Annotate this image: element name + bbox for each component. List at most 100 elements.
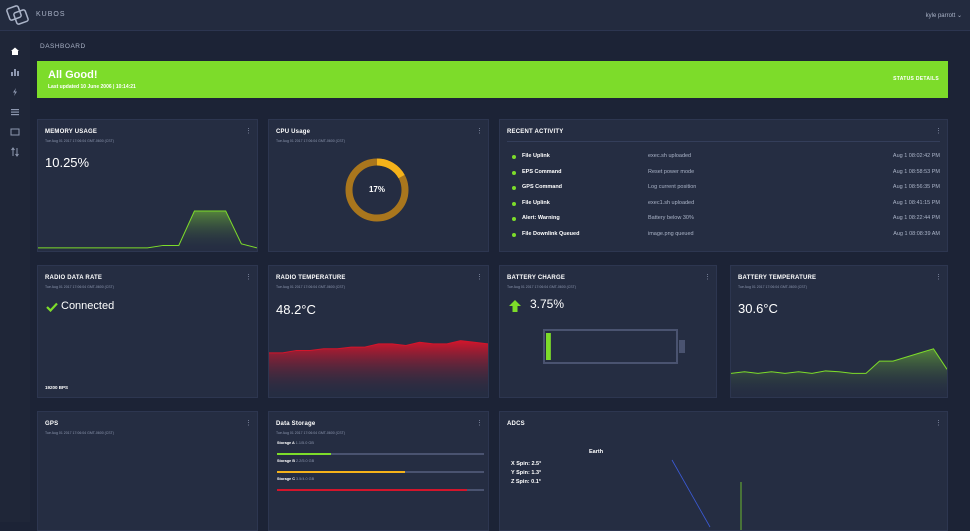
activity-type: File Downlink Queued [522, 230, 580, 237]
card-timestamp: Tue Aug 01 2017 17:06:04 GMT-0600 (CST) [45, 285, 114, 289]
radio-temperature-card: RADIO TEMPERATURE Tue Aug 01 2017 17:06:… [268, 265, 489, 398]
activity-type: Alert: Warning [522, 215, 560, 221]
activity-row[interactable]: File Uplink exec1.sh uploaded Aug 1 08:41:… [500, 197, 947, 212]
data-rate-value: 19200 BPS [45, 385, 69, 390]
attitude-plot [671, 459, 742, 530]
battery-temperature-value: 30.6°C [738, 301, 778, 316]
status-dot [512, 217, 516, 221]
card-timestamp: Tue Aug 01 2017 17:06:04 GMT-0600 (CST) [276, 431, 345, 435]
activity-type: File Uplink [522, 153, 550, 159]
storage-name: Storage A [277, 441, 295, 445]
card-title: Data Storage [276, 421, 316, 427]
activity-row[interactable]: File Downlink Queued image.png queued Aug … [500, 228, 947, 243]
storage-label: Storage C 3.5/4.0 GB [277, 477, 314, 481]
storage-bar-fill [277, 489, 468, 491]
card-timestamp: Tue Aug 01 2017 17:06:04 GMT-0600 (CST) [738, 285, 807, 289]
sparkline-line [38, 210, 257, 249]
activity-row[interactable]: EPS Command Reset power mode Aug 1 08:58:5… [500, 166, 947, 181]
storage-detail: 2.2/5.0 GB [296, 459, 315, 463]
activity-type: GPS Command [522, 184, 563, 190]
status-details-link[interactable]: STATUS DETAILS [893, 76, 939, 82]
radio-temperature-value: 48.2°C [276, 302, 316, 317]
activity-description: Log current position [648, 184, 697, 190]
bolt-icon[interactable] [10, 87, 20, 97]
battery-temperature-sparkline [731, 348, 947, 397]
card-timestamp: Tue Aug 01 2017 17:06:04 GMT-0600 (CST) [276, 139, 345, 143]
card-title: ADCS [507, 421, 525, 427]
storage-detail: 1.1/5.0 GB [295, 441, 314, 445]
terminal-icon[interactable] [10, 127, 20, 137]
banner-subtitle: Last updated 10 June 2006 | 10:14:21 [48, 84, 136, 90]
storage-name: Storage B [277, 459, 295, 463]
activity-time: Aug 1 08:56:35 PM [892, 184, 940, 190]
activity-row[interactable]: Alert: Warning Battery below 30% Aug 1 08:… [500, 212, 947, 227]
more-options-icon[interactable]: ⋮ [245, 128, 252, 135]
card-title: RADIO DATA RATE [45, 275, 103, 281]
kubos-logo[interactable] [6, 4, 30, 26]
radio-data-rate-card: RADIO DATA RATE Tue Aug 01 2017 17:06:04… [37, 265, 258, 398]
activity-time: Aug 1 08:41:15 PM [892, 199, 940, 206]
status-banner: All Good! Last updated 10 June 2006 | 10… [37, 61, 948, 98]
card-title: GPS [45, 421, 59, 427]
activity-row[interactable]: File Uplink exec.sh uploaded Aug 1 08:02:4… [500, 150, 947, 165]
storage-label: Storage B 2.2/5.0 GB [277, 459, 314, 463]
activity-description: Reset power mode [648, 168, 695, 175]
cpu-donut [345, 158, 409, 222]
user-menu[interactable]: kyle parrott ⌄ [925, 13, 962, 19]
arrow-up-icon [509, 300, 521, 312]
earth-label: Earth [589, 449, 604, 455]
memory-sparkline [38, 210, 257, 251]
home-icon[interactable] [10, 46, 20, 56]
storage-bar-track [277, 489, 484, 491]
storage-bar-fill [277, 471, 406, 473]
activity-row[interactable]: GPS Command Log current position Aug 1 08:… [500, 181, 947, 196]
activity-time: Aug 1 08:02:42 PM [892, 153, 940, 159]
activity-time: Aug 1 08:58:53 PM [892, 168, 940, 175]
divider [507, 141, 940, 142]
status-dot [512, 201, 516, 206]
card-timestamp: Tue Aug 01 2017 17:06:04 GMT-0600 (CST) [45, 431, 114, 435]
recent-activity-card: RECENT ACTIVITY ⋮ File Uplink exec.sh upl… [499, 119, 948, 252]
card-title: BATTERY TEMPERATURE [738, 275, 817, 281]
battery-level-fill [546, 333, 551, 360]
status-dot [512, 232, 516, 237]
gps-card: GPS Tue Aug 01 2017 17:06:04 GMT-0600 (C… [37, 411, 258, 531]
list-icon[interactable] [10, 107, 20, 117]
card-title: MEMORY USAGE [45, 129, 98, 135]
battery-icon [543, 329, 685, 364]
sidebar [0, 31, 30, 522]
status-dot [512, 186, 516, 190]
sparkline-line [269, 340, 488, 354]
sort-icon[interactable] [10, 147, 20, 157]
x-spin-value: X Spin: 2.5° [511, 461, 542, 467]
activity-type: File Uplink [522, 199, 550, 206]
card-timestamp: Tue Aug 01 2017 17:06:04 GMT-0600 (CST) [507, 285, 576, 289]
card-title: CPU Usage [276, 129, 311, 135]
memory-usage-card: MEMORY USAGE Tue Aug 01 2017 17:06:04 GM… [37, 119, 258, 252]
storage-bar-track [277, 453, 484, 455]
more-options-icon[interactable]: ⋮ [704, 274, 711, 281]
storage-bar-fill [277, 453, 331, 455]
more-options-icon[interactable]: ⋮ [935, 274, 942, 281]
battery-temperature-card: BATTERY TEMPERATURE Tue Aug 01 2017 17:0… [730, 265, 948, 398]
bar-chart-icon[interactable] [10, 67, 20, 77]
more-options-icon[interactable]: ⋮ [245, 274, 252, 281]
activity-description: exec.sh uploaded [648, 153, 692, 159]
storage-label: Storage A 1.1/5.0 GB [277, 441, 314, 445]
more-options-icon[interactable]: ⋮ [935, 128, 942, 135]
card-timestamp: Tue Aug 01 2017 17:06:04 GMT-0600 (CST) [45, 139, 114, 143]
sparkline-line [731, 348, 947, 374]
more-options-icon[interactable]: ⋮ [935, 420, 942, 427]
sparkline-area [731, 348, 947, 397]
activity-time: Aug 1 08:22:44 PM [892, 215, 940, 221]
more-options-icon[interactable]: ⋮ [476, 274, 483, 281]
status-dot [512, 155, 516, 159]
more-options-icon[interactable]: ⋮ [476, 128, 483, 135]
more-options-icon[interactable]: ⋮ [245, 420, 252, 427]
cpu-usage-card: CPU Usage Tue Aug 01 2017 17:06:04 GMT-0… [268, 119, 489, 252]
more-options-icon[interactable]: ⋮ [476, 420, 483, 427]
top-bar: KUBOS kyle parrott ⌄ [0, 0, 970, 31]
activity-type: EPS Command [522, 168, 562, 175]
memory-value: 10.25% [45, 155, 90, 170]
checkmark-icon [46, 302, 58, 312]
